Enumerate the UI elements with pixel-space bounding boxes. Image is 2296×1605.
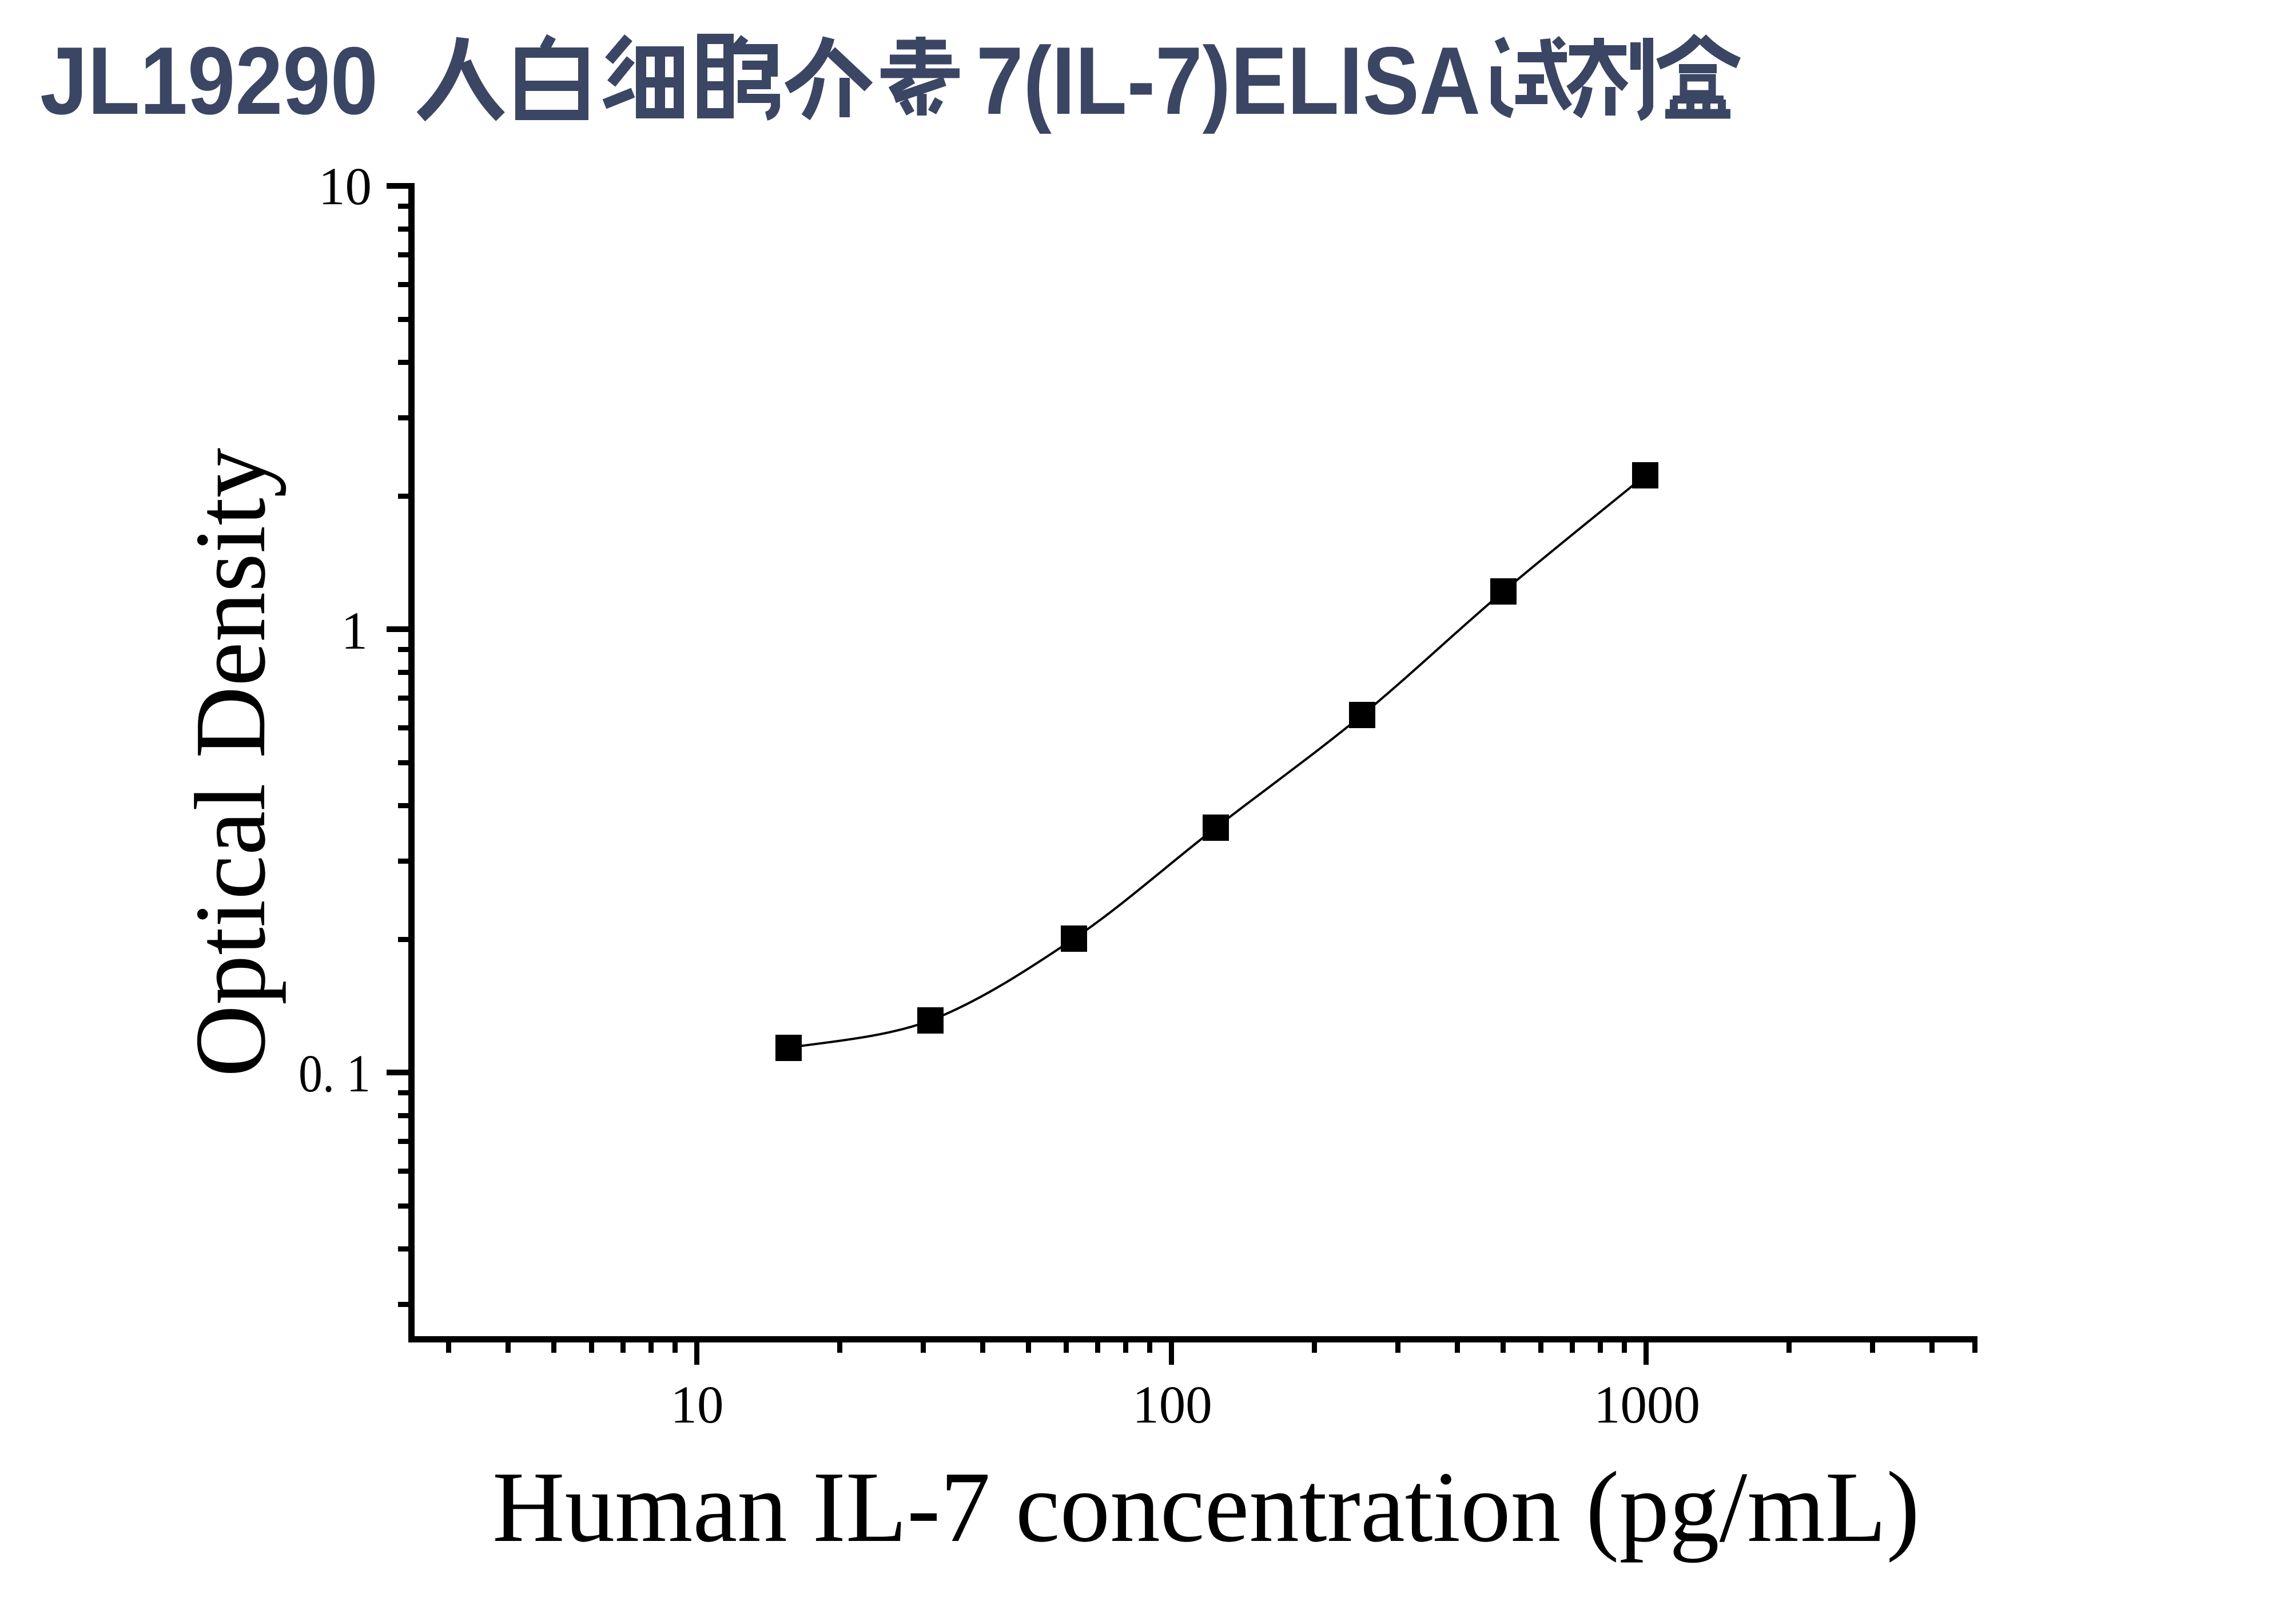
svg-text:10: 10 [319, 157, 372, 216]
svg-text:JL19290: JL19290 [40, 27, 378, 134]
svg-text:0. 1: 0. 1 [299, 1044, 371, 1103]
svg-text:1000: 1000 [1594, 1376, 1700, 1435]
svg-text:100: 100 [1132, 1376, 1212, 1435]
svg-text:Optical Density: Optical Density [174, 448, 286, 1077]
svg-text:10: 10 [671, 1376, 724, 1435]
svg-text:7(IL-7)ELISA: 7(IL-7)ELISA [976, 27, 1481, 134]
svg-text:Human IL-7 concentration (pg/m: Human IL-7 concentration (pg/mL) [492, 1451, 1920, 1563]
svg-text:1: 1 [341, 602, 368, 661]
